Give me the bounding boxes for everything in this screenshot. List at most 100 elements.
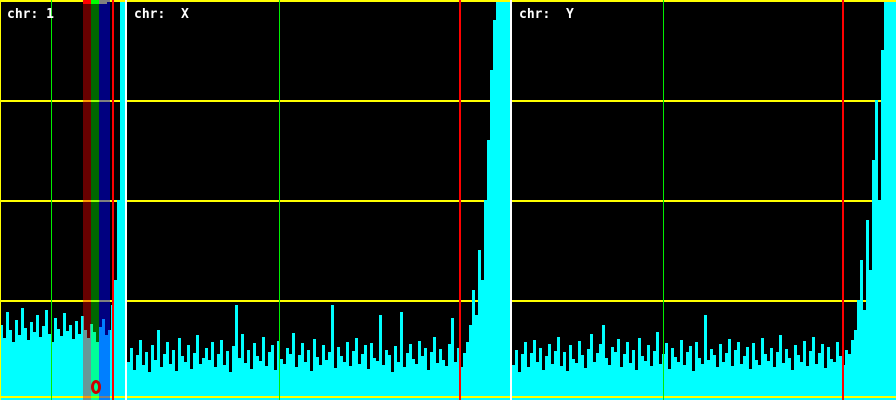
coverage-bar (812, 337, 815, 400)
coverage-bar (148, 372, 151, 400)
coverage-bar (259, 361, 262, 400)
coverage-bar (427, 370, 430, 400)
coverage-bar (478, 250, 481, 400)
coverage-bar (72, 339, 75, 400)
coverage-bar (536, 362, 539, 400)
coverage-bar (6, 312, 9, 400)
coverage-bar (117, 200, 120, 400)
coverage-bar (424, 348, 427, 400)
green-top-segment (91, 0, 99, 4)
coverage-bar (325, 360, 328, 400)
coverage-bar (232, 346, 235, 400)
coverage-bar (851, 340, 854, 400)
coverage-bar (683, 365, 686, 400)
red-position-line (842, 0, 844, 400)
coverage-bar (869, 270, 872, 400)
coverage-bar (584, 368, 587, 400)
coverage-bar (3, 338, 6, 400)
coverage-bar (557, 337, 560, 400)
coverage-bar (361, 354, 364, 400)
coverage-bar (286, 348, 289, 400)
coverage-bar (502, 2, 505, 400)
coverage-bar (238, 358, 241, 400)
coverage-bar (530, 353, 533, 400)
coverage-bar (638, 338, 641, 400)
coverage-bar (734, 350, 737, 400)
panel-chr-x[interactable]: chr: X (127, 0, 510, 400)
coverage-bar (460, 367, 463, 400)
coverage-bar (605, 358, 608, 400)
h-gridline (0, 200, 896, 202)
coverage-bar (493, 20, 496, 400)
coverage-bar (698, 358, 701, 400)
coverage-bar (54, 318, 57, 400)
coverage-bar (400, 312, 403, 400)
coverage-bar (496, 2, 499, 400)
coverage-bar (175, 371, 178, 400)
coverage-bar (331, 305, 334, 400)
coverage-bar (566, 371, 569, 400)
coverage-bar (818, 353, 821, 400)
coverage-bar (114, 280, 117, 400)
coverage-bar (409, 344, 412, 400)
coverage-bar (247, 350, 250, 400)
coverage-bar (280, 359, 283, 400)
coverage-bar (590, 334, 593, 400)
coverage-bar (737, 342, 740, 400)
coverage-bar (773, 367, 776, 400)
coverage-bar (274, 370, 277, 400)
coverage-bar (623, 354, 626, 400)
coverage-bar (746, 347, 749, 400)
coverage-bar (542, 370, 545, 400)
coverage-bar (334, 368, 337, 400)
coverage-bar (220, 340, 223, 400)
coverage-bar (469, 325, 472, 400)
coverage-bar (349, 366, 352, 400)
coverage-bar (569, 345, 572, 400)
coverage-bar (827, 347, 830, 400)
coverage-bar (791, 370, 794, 400)
coverage-bar (578, 341, 581, 400)
coverage-bar (75, 321, 78, 400)
coverage-bar (120, 2, 123, 400)
coverage-bar (214, 367, 217, 400)
coverage-bar (163, 354, 166, 400)
coverage-bar (677, 362, 680, 400)
coverage-bar (307, 350, 310, 400)
coverage-bar (845, 350, 848, 400)
coverage-bar (788, 358, 791, 400)
red-position-line (459, 0, 461, 400)
coverage-bar (211, 342, 214, 400)
coverage-bar (740, 364, 743, 400)
coverage-bar (136, 355, 139, 400)
panel-chr-y[interactable]: chr: Y (512, 0, 896, 400)
coverage-bar (454, 362, 457, 400)
coverage-bar (253, 343, 256, 400)
coverage-bar (779, 335, 782, 400)
coverage-bar (481, 280, 484, 400)
coverage-bar (250, 369, 253, 400)
coverage-bar (466, 342, 469, 400)
coverage-bar (785, 349, 788, 400)
coverage-bar (301, 343, 304, 400)
coverage-bar (39, 337, 42, 400)
coverage-bar (433, 337, 436, 400)
coverage-bar (310, 371, 313, 400)
coverage-bar (96, 342, 99, 400)
coverage-bar (328, 352, 331, 400)
coverage-bar (298, 355, 301, 400)
coverage-bar (505, 2, 508, 400)
coverage-bar (611, 347, 614, 400)
coverage-bar (142, 365, 145, 400)
selection-marker[interactable] (91, 380, 101, 394)
coverage-bar (629, 363, 632, 400)
coverage-bar (418, 341, 421, 400)
coverage-bar (794, 345, 797, 400)
coverage-bar (515, 350, 518, 400)
coverage-bar (78, 334, 81, 400)
coverage-bar (256, 356, 259, 400)
coverage-bar (30, 322, 33, 400)
coverage-bar (415, 364, 418, 400)
coverage-bar (145, 352, 148, 400)
